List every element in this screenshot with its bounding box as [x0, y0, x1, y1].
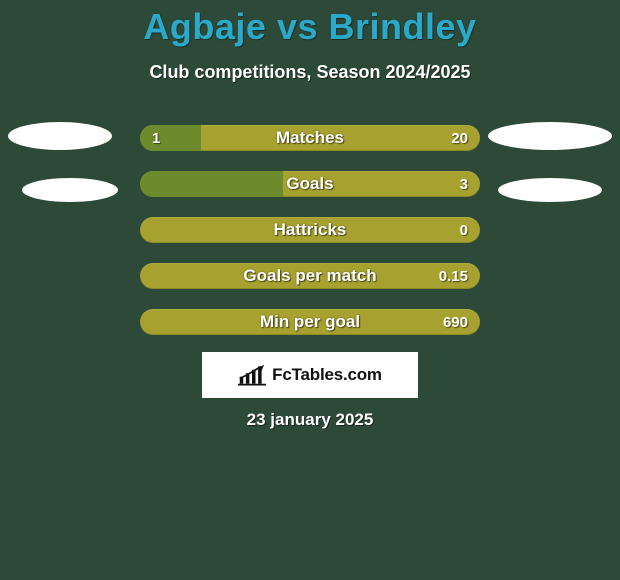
stat-bar-fill	[140, 171, 283, 197]
player-left-name: Agbaje	[143, 6, 266, 47]
stat-bar-fill	[140, 125, 201, 151]
stat-label: Goals per match	[140, 263, 480, 289]
snapshot-date: 23 january 2025	[0, 410, 620, 430]
stat-bars: Matches120 Goals3 Hattricks0 Goals per matc…	[140, 125, 480, 355]
source-badge-text: FcTables.com	[272, 365, 382, 385]
stat-bar: Matches120	[140, 125, 480, 151]
stat-bar: Goals3	[140, 171, 480, 197]
stat-bar: Goals per match0.15	[140, 263, 480, 289]
source-badge: FcTables.com	[202, 352, 418, 398]
stat-value-right: 690	[443, 309, 468, 335]
stat-value-right: 20	[451, 125, 468, 151]
vs-text: vs	[277, 6, 318, 47]
oval-left_small	[22, 178, 118, 202]
stat-label: Min per goal	[140, 309, 480, 335]
stat-value-right: 3	[460, 171, 468, 197]
stat-value-right: 0	[460, 217, 468, 243]
oval-right_top	[488, 122, 612, 150]
subtitle: Club competitions, Season 2024/2025	[0, 62, 620, 83]
oval-right_small	[498, 178, 602, 202]
bar-chart-icon	[238, 364, 266, 386]
comparison-infographic: Agbaje vs Brindley Club competitions, Se…	[0, 0, 620, 580]
stat-label: Hattricks	[140, 217, 480, 243]
oval-left_top	[8, 122, 112, 150]
stat-bar: Min per goal690	[140, 309, 480, 335]
page-title: Agbaje vs Brindley	[0, 0, 620, 48]
player-right-name: Brindley	[329, 6, 477, 47]
stat-bar: Hattricks0	[140, 217, 480, 243]
stat-value-right: 0.15	[439, 263, 468, 289]
